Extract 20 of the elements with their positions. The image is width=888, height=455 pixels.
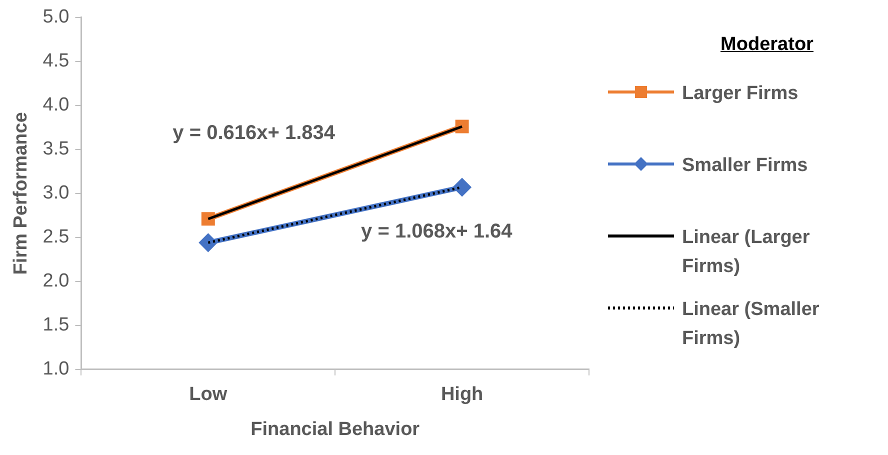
y-tick-label: 5.0 — [42, 6, 70, 28]
legend-title: Moderator — [720, 34, 814, 56]
legend-label: Larger Firms — [682, 82, 798, 106]
annotation: y = 0.616x+ 1.834 — [172, 122, 336, 144]
x-tick-label: Low — [189, 384, 228, 406]
y-tick-label: 3.5 — [42, 138, 70, 160]
annotation: y = 1.068x+ 1.64 — [361, 220, 514, 243]
x-tick-label: High — [440, 384, 484, 406]
y-tick-label: 1.0 — [42, 358, 70, 380]
y-tick-label: 3.0 — [42, 182, 70, 204]
y-axis-title: Firm Performance — [10, 112, 32, 275]
legend-label: Linear (Smaller Firms) — [682, 298, 820, 350]
y-tick-label: 1.5 — [42, 314, 70, 336]
x-axis-title: Financial Behavior — [250, 418, 420, 440]
y-tick-label: 4.5 — [42, 50, 70, 72]
legend-label: Linear (Larger Firms) — [682, 226, 811, 278]
y-tick-label: 2.5 — [42, 226, 70, 248]
y-tick-label: 2.0 — [42, 270, 70, 292]
y-tick-label: 4.0 — [42, 94, 70, 116]
legend-label: Smaller Firms — [682, 154, 808, 178]
